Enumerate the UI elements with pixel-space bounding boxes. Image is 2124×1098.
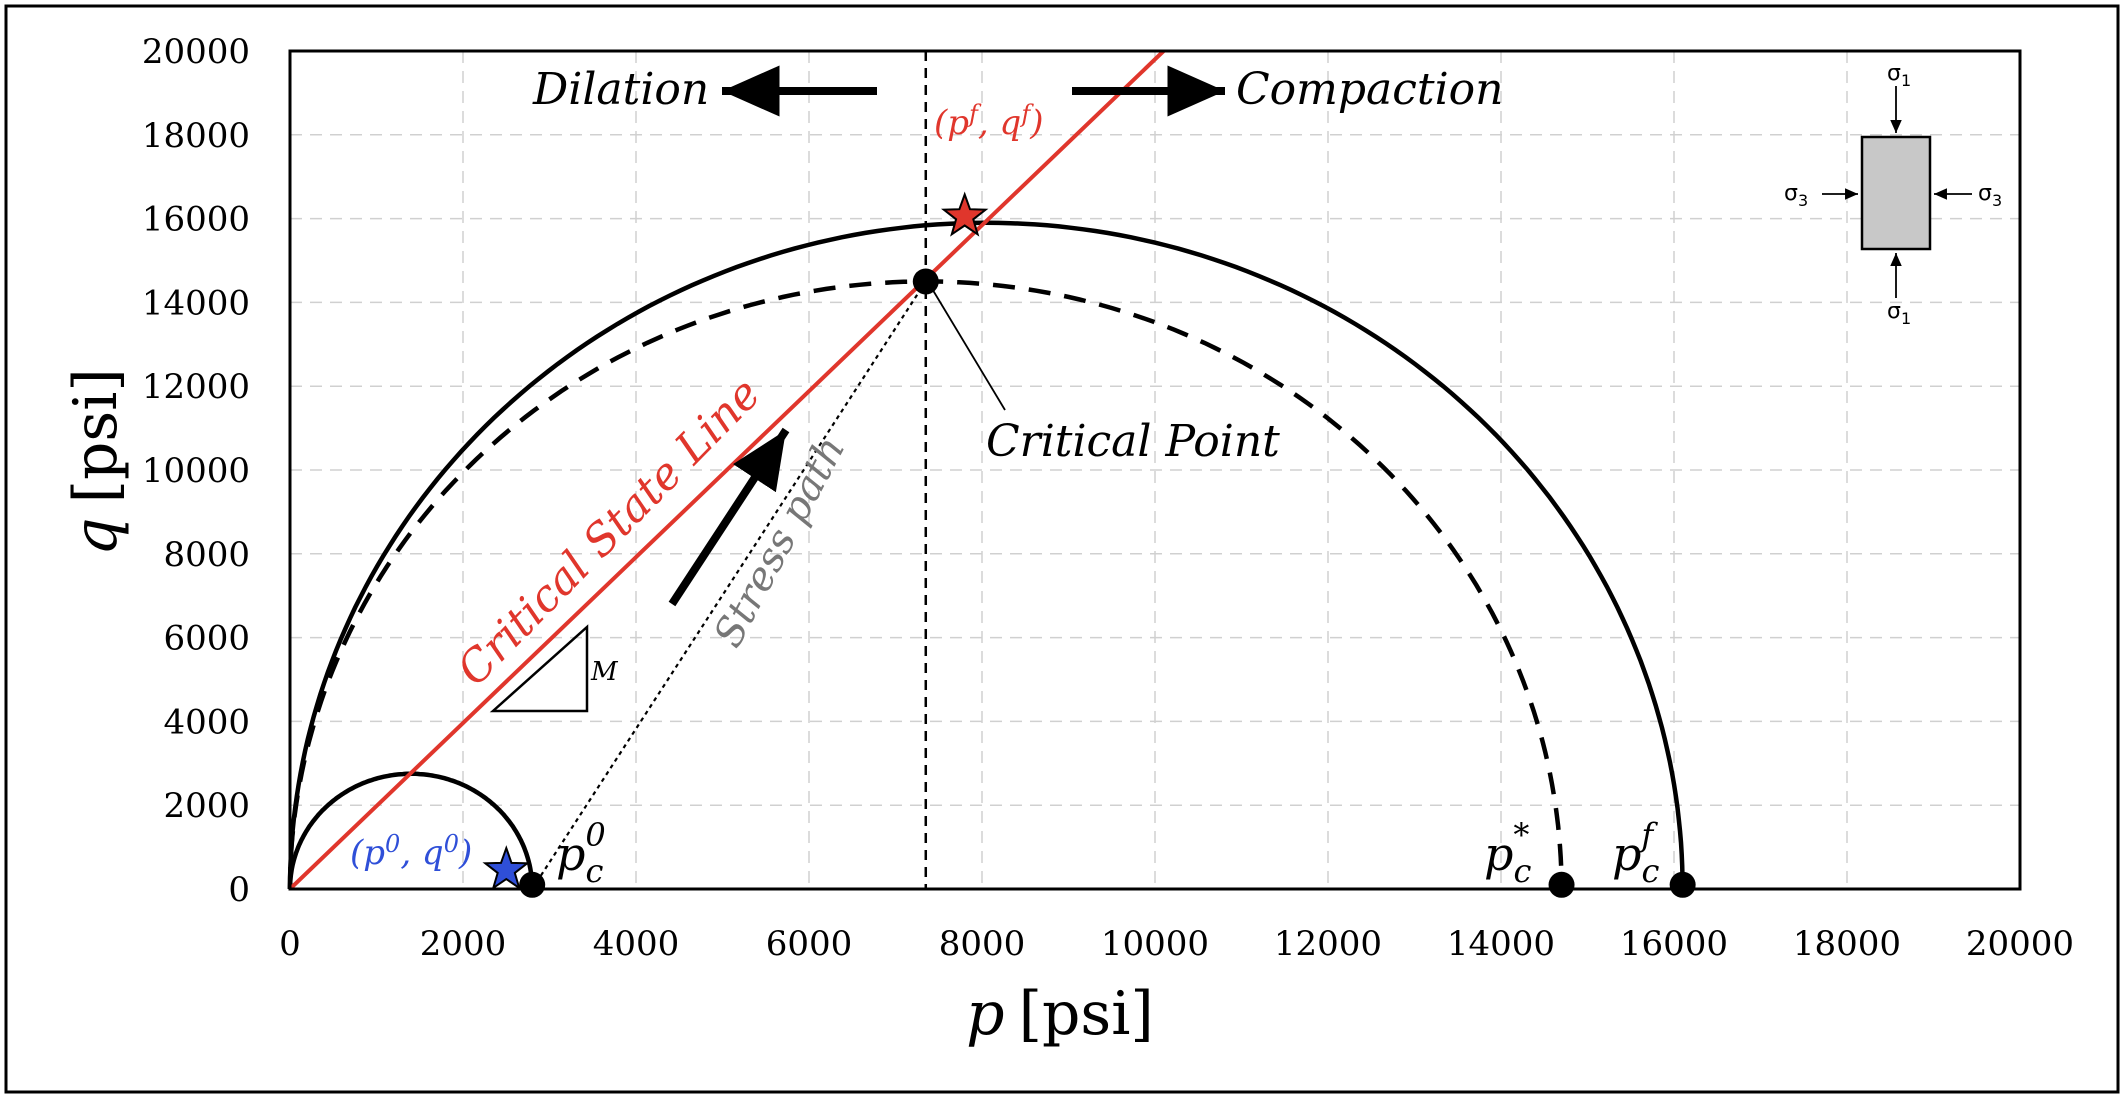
x-tick-label: 16000 (1620, 924, 1728, 964)
stress-path-label: Stress path (705, 429, 854, 655)
y-tick-label: 6000 (163, 619, 250, 659)
stress-path-line (531, 280, 927, 890)
pc-star-label: pc* (1484, 816, 1531, 890)
final-state-label: (pf, qf) (934, 100, 1043, 143)
x-tick-label: 6000 (766, 924, 853, 964)
x-tick-label: 4000 (593, 924, 680, 964)
x-tick-label: 18000 (1793, 924, 1901, 964)
critical-state-line (288, 49, 1166, 891)
grid (290, 51, 2020, 889)
y-tick-label: 12000 (142, 367, 250, 407)
y-axis-title: q[psi] (61, 368, 131, 556)
point-critical-point (912, 268, 939, 295)
plot-area-frame (288, 49, 2022, 891)
y-tick-label: 8000 (163, 535, 250, 575)
y-tick-label: 14000 (142, 283, 250, 323)
compaction-label: Compaction (1236, 64, 1504, 115)
x-tick-labels: 0 2000 4000 6000 8000 10000 12000 14000 16000 180… (279, 924, 2074, 964)
slope-label: M (590, 657, 619, 687)
y-tick-labels: 0 2000 4000 6000 8000 10000 12000 14000 16000 180… (142, 32, 250, 910)
x-tick-label: 0 (279, 924, 301, 964)
point-pc_star (1548, 871, 1575, 898)
y-tick-label: 20000 (142, 32, 250, 72)
x-tick-label: 8000 (939, 924, 1026, 964)
final-yield-surface (287, 220, 1685, 890)
point-pc0 (519, 871, 546, 898)
star-final-state (941, 191, 989, 237)
pc0-label: pc0 (556, 816, 606, 890)
y-tick-label: 4000 (163, 702, 250, 742)
sample-inset: σ1 σ1 σ3 σ3 (1784, 61, 2002, 328)
markers (482, 191, 1696, 898)
star-initial-state (482, 845, 531, 891)
critical-point-label: Critical Point (986, 416, 1280, 467)
y-tick-label: 18000 (142, 116, 250, 156)
y-tick-label: 10000 (142, 451, 250, 491)
y-tick-label: 16000 (142, 200, 250, 240)
sigma1-bottom-label: σ1 (1887, 299, 1911, 328)
sigma3-left-label: σ3 (1784, 181, 1808, 210)
y-tick-label: 2000 (163, 786, 250, 826)
slope-triangle (489, 624, 589, 713)
point-pcf (1669, 871, 1696, 898)
sigma3-right-label: σ3 (1978, 181, 2002, 210)
y-tick-label: 0 (228, 870, 250, 910)
x-tick-label: 20000 (1966, 924, 2074, 964)
x-tick-label: 10000 (1101, 924, 1209, 964)
x-tick-label: 14000 (1447, 924, 1555, 964)
stress-path-arrow (668, 427, 790, 607)
sample-specimen (1860, 135, 1932, 251)
critical-point-leader (927, 281, 1006, 411)
initial-state-label: (p0, q0) (350, 830, 472, 873)
figure-border (4, 4, 2120, 1094)
x-tick-label: 12000 (1274, 924, 1382, 964)
x-tick-label: 2000 (420, 924, 507, 964)
sigma1-top-label: σ1 (1887, 61, 1911, 90)
dilation-label: Dilation (532, 64, 709, 115)
pcf-label: pcf (1612, 816, 1659, 890)
x-axis-title: p [psi] (966, 979, 1154, 1049)
